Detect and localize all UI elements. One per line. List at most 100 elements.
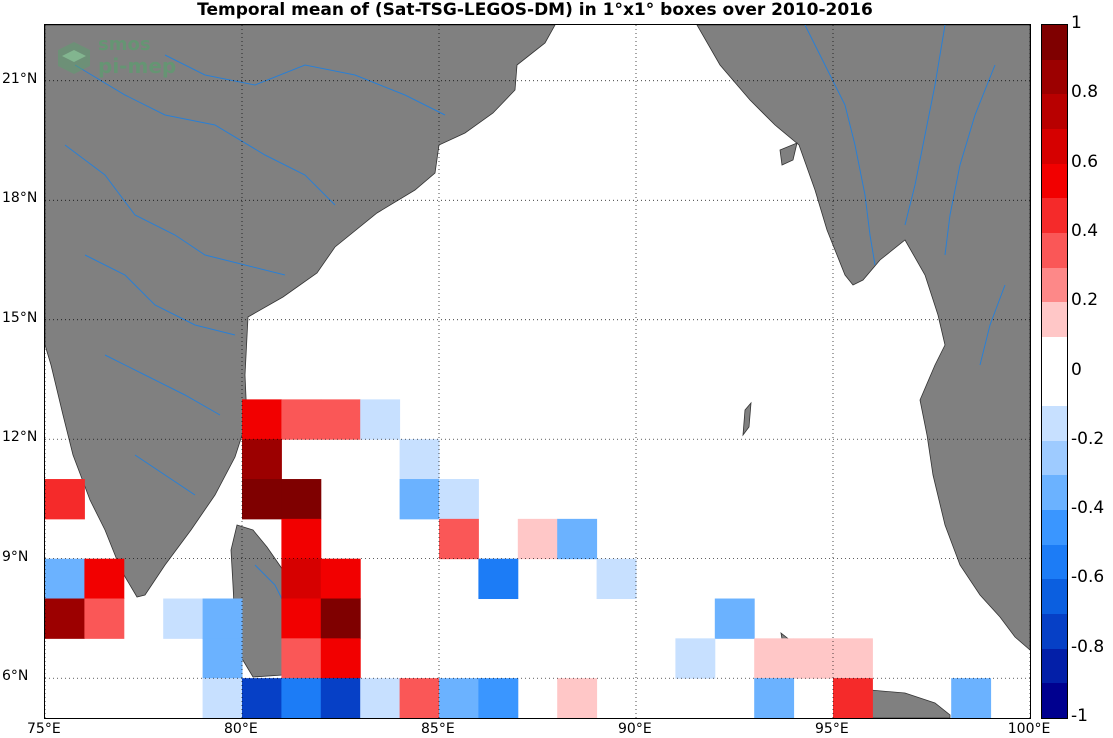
heatmap-cell: [320, 638, 361, 679]
colorbar-label: 0: [1071, 359, 1082, 380]
heatmap-cell: [399, 479, 440, 520]
colorbar-segment: [1042, 59, 1067, 95]
heatmap-cell: [84, 558, 125, 600]
heatmap-cell: [478, 678, 519, 718]
heatmap-cell: [242, 479, 282, 520]
map-title: Temporal mean of (Sat-TSG-LEGOS-DM) in 1…: [197, 0, 873, 20]
lon-tick-85: 85°E: [421, 721, 455, 737]
heatmap-cell: [281, 558, 322, 600]
heatmap-cell: [320, 558, 361, 600]
colorbar-label: 0.8: [1071, 82, 1099, 103]
colorbar: [1041, 24, 1068, 719]
heatmap-cell: [557, 518, 598, 560]
colorbar-segment: [1042, 336, 1067, 372]
heatmap-cell: [281, 518, 322, 560]
colorbar-segment: [1042, 94, 1067, 130]
heatmap-cell: [754, 678, 795, 718]
colorbar-segment: [1042, 302, 1067, 338]
heatmap-cell: [399, 439, 440, 480]
heatmap-cell: [281, 598, 322, 639]
colorbar-label: -1: [1071, 706, 1088, 726]
colorbar-segment: [1042, 232, 1067, 269]
colorbar-segment: [1042, 683, 1067, 719]
colorbar-segment: [1042, 406, 1067, 442]
colorbar-segment: [1042, 25, 1067, 61]
logo-icon: [58, 42, 90, 74]
logo-text-pi-mep: pi-mep: [98, 54, 177, 78]
heatmap-cell: [714, 598, 755, 639]
heatmap-cell: [517, 518, 558, 560]
heatmap-cell: [84, 598, 125, 639]
land-myanmar: [696, 25, 1030, 651]
map-canvas: [45, 25, 1030, 718]
heatmap-cell: [45, 558, 85, 600]
heatmap-cell: [202, 638, 243, 679]
heatmap-cell: [163, 598, 204, 639]
colorbar-segment: [1042, 128, 1067, 165]
lat-tick-12: 12°N: [2, 429, 38, 446]
heatmap-cell: [360, 399, 401, 440]
map-plot-area: [44, 24, 1031, 719]
colorbar-label: -0.8: [1071, 636, 1105, 657]
lon-tick-75: 75°E: [27, 721, 61, 737]
heatmap-cell: [399, 678, 440, 718]
heatmap-cell: [557, 678, 598, 718]
lat-tick-15: 15°N: [2, 309, 38, 326]
heatmap-cell: [45, 598, 85, 639]
heatmap-cell: [754, 638, 795, 679]
colorbar-segment: [1042, 163, 1067, 199]
heatmap-cell: [951, 678, 992, 718]
heatmap-cells: [45, 399, 992, 718]
heatmap-cell: [320, 678, 361, 718]
heatmap-cell: [320, 399, 361, 440]
heatmap-cell: [478, 558, 519, 600]
colorbar-segment: [1042, 475, 1067, 511]
lat-tick-18: 18°N: [2, 190, 38, 207]
lat-tick-9: 9°N: [2, 548, 29, 565]
lat-tick-6: 6°N: [2, 668, 29, 685]
heatmap-cell: [596, 558, 637, 600]
lat-tick-21: 21°N: [2, 70, 38, 87]
land-india: [45, 25, 556, 598]
lon-tick-100: 100°E: [1007, 721, 1051, 737]
colorbar-segment: [1042, 371, 1067, 407]
heatmap-cell: [439, 518, 479, 560]
heatmap-cell: [439, 678, 479, 718]
colorbar-segment: [1042, 440, 1067, 476]
lon-tick-80: 80°E: [224, 721, 258, 737]
colorbar-label: 0.2: [1071, 290, 1099, 311]
heatmap-cell: [45, 479, 85, 520]
smos-pi-mep-logo: smos pi-mep: [56, 30, 206, 86]
heatmap-cell: [360, 678, 401, 718]
heatmap-cell: [242, 678, 282, 718]
logo-text-smos: smos: [98, 34, 151, 55]
colorbar-label: -0.2: [1071, 428, 1105, 449]
colorbar-label: -0.4: [1071, 498, 1105, 519]
heatmap-cell: [793, 638, 834, 679]
heatmap-cell: [281, 399, 322, 440]
lon-tick-95: 95°E: [815, 721, 849, 737]
land-bay-islands: [779, 142, 798, 166]
colorbar-segment: [1042, 579, 1067, 615]
heatmap-cell: [833, 678, 873, 718]
colorbar-label: 1: [1071, 13, 1082, 33]
heatmap-cell: [320, 598, 361, 639]
heatmap-cell: [675, 638, 716, 679]
colorbar-segment: [1042, 614, 1067, 650]
colorbar-segment: [1042, 648, 1067, 684]
heatmap-cell: [833, 638, 873, 679]
land-sumatra: [869, 689, 951, 718]
colorbar-label: -0.6: [1071, 567, 1105, 588]
colorbar-segment: [1042, 510, 1067, 546]
colorbar-label: 0.6: [1071, 151, 1099, 172]
colorbar-segment: [1042, 267, 1067, 303]
heatmap-cell: [281, 479, 322, 520]
heatmap-cell: [439, 479, 479, 520]
land-andaman: [742, 401, 752, 437]
lon-tick-90: 90°E: [618, 721, 652, 737]
river-layer: [64, 25, 1006, 616]
colorbar-segment: [1042, 544, 1067, 580]
heatmap-cell: [242, 439, 282, 480]
heatmap-cell: [281, 678, 322, 718]
colorbar-segment: [1042, 198, 1067, 234]
